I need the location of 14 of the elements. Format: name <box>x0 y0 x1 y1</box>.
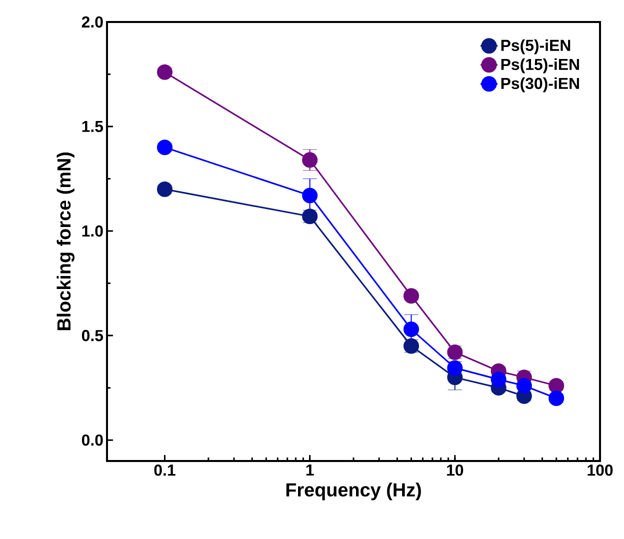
y-tick-label: 1.0 <box>82 225 103 237</box>
y-tick-label: 2.0 <box>82 16 103 28</box>
x-tick-label: 0.1 <box>154 464 176 476</box>
x-tick-label: 100 <box>588 464 613 476</box>
legend-label: Ps(5)-iEN <box>501 39 570 54</box>
legend-label: Ps(30)-iEN <box>501 77 579 92</box>
x-axis-title: Frequency (Hz) <box>286 482 421 500</box>
y-tick-label: 0.0 <box>82 434 103 446</box>
x-tick-label: 1 <box>306 464 314 476</box>
legend-label: Ps(15)-iEN <box>501 58 579 74</box>
y-axis-title: Blocking force (mN) <box>56 152 74 330</box>
y-tick-label: 1.5 <box>82 120 104 132</box>
x-tick-label: 10 <box>447 464 464 476</box>
y-tick-label: 0.5 <box>82 330 104 342</box>
